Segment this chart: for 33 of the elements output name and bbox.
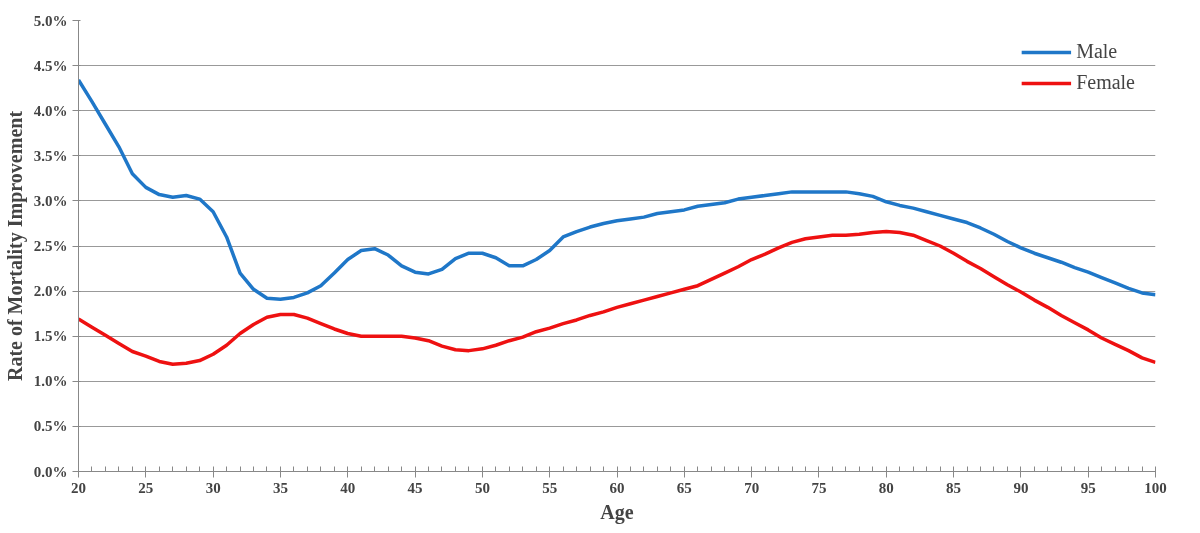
y-tick-label: 4.0%	[33, 102, 68, 119]
x-tick-label: 95	[1080, 479, 1096, 496]
x-tick-label: 85	[946, 479, 962, 496]
x-axis-title: Age	[600, 500, 634, 524]
y-tick-label: 2.0%	[33, 283, 68, 300]
x-tick-label: 100	[1144, 479, 1167, 496]
x-tick-label: 65	[676, 479, 692, 496]
y-tick-label: 1.5%	[33, 328, 68, 345]
y-tick-label: 3.5%	[33, 147, 68, 164]
x-tick-label: 90	[1013, 479, 1029, 496]
y-tick-label: 5.0%	[33, 12, 68, 29]
x-tick-label: 55	[542, 479, 558, 496]
y-tick-label: 2.5%	[33, 238, 68, 254]
x-tick-label: 80	[878, 479, 894, 496]
y-tick-label: 3.0%	[33, 192, 68, 209]
x-tick-label: 70	[744, 479, 760, 496]
legend-label: Female	[1076, 71, 1135, 94]
y-tick-label: 0.5%	[33, 418, 68, 435]
y-tick-label: 1.0%	[33, 373, 68, 390]
x-tick-label: 25	[138, 479, 154, 496]
line-series	[78, 229, 1156, 366]
x-tick-label: 45	[407, 479, 423, 496]
y-tick-label: 4.5%	[33, 57, 68, 74]
x-tick-label: 30	[205, 479, 221, 496]
x-tick-label: 60	[609, 479, 625, 496]
y-axis-title: Rate of Mortality Improvement	[3, 110, 27, 382]
x-tick-label: 50	[474, 479, 490, 496]
legend-label: Male	[1076, 40, 1118, 63]
x-tick-label: 40	[340, 479, 356, 496]
x-tick-label: 35	[272, 479, 288, 496]
x-tick-label: 75	[811, 479, 827, 496]
x-tick-label: 20	[71, 479, 86, 496]
y-tick-label: 0.0%	[33, 463, 68, 480]
